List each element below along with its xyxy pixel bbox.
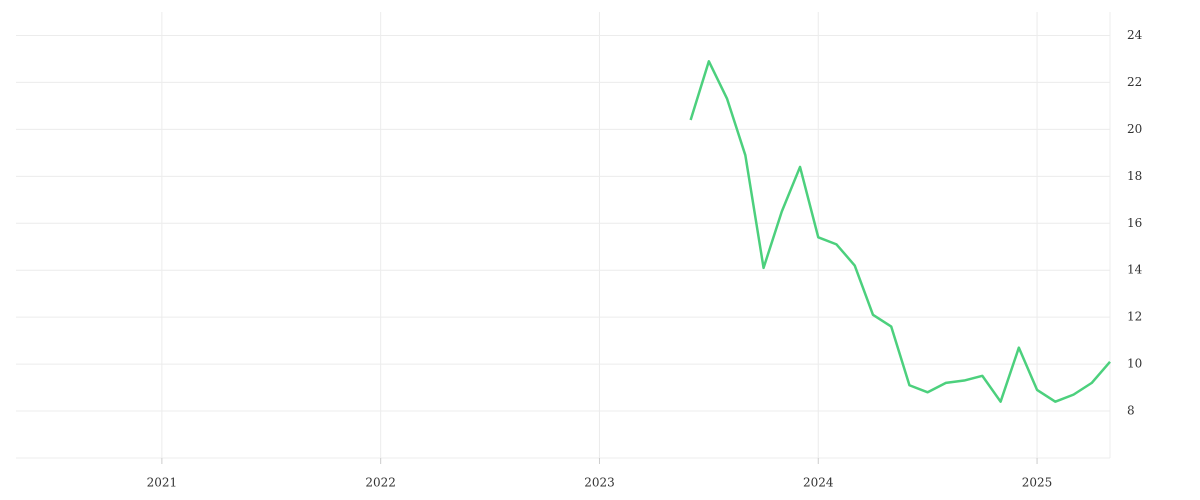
x-tick-label: 2022 — [365, 476, 396, 490]
y-tick-label: 8 — [1127, 404, 1135, 418]
y-tick-label: 20 — [1127, 122, 1142, 136]
y-tick-label: 18 — [1127, 169, 1142, 183]
y-tick-label: 16 — [1127, 216, 1142, 230]
x-tick-label: 2024 — [803, 476, 834, 490]
x-tick-label: 2023 — [584, 476, 615, 490]
line-series — [689, 60, 1111, 403]
y-tick-label: 10 — [1127, 357, 1142, 371]
y-tick-label: 14 — [1127, 263, 1143, 277]
y-tick-label: 22 — [1127, 75, 1142, 89]
x-tick-label: 2021 — [147, 476, 178, 490]
y-tick-label: 24 — [1127, 28, 1143, 42]
y-tick-label: 12 — [1127, 310, 1142, 324]
x-tick-label: 2025 — [1022, 476, 1053, 490]
